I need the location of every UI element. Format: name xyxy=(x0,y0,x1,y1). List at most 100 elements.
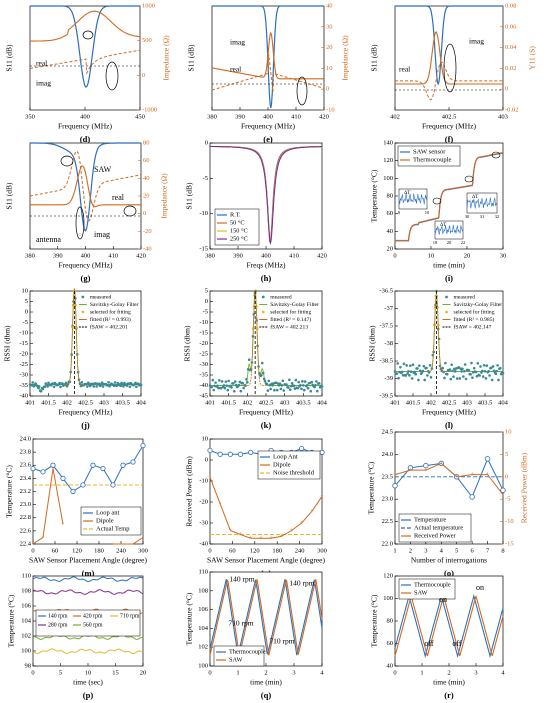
measured-point xyxy=(425,366,428,370)
y-right-tick-label: 80 xyxy=(143,139,150,146)
loop-ant-point xyxy=(50,462,56,468)
legend-text: Noise threshold xyxy=(273,469,315,476)
panel-q: 0 1 2 3 4 100 102 104 106 108 110 time (min) Tempera… xyxy=(185,568,325,699)
plot-area xyxy=(394,5,504,111)
x-tick-label: 403.5 xyxy=(296,399,311,406)
annotation: off xyxy=(452,639,462,648)
y-axis-label: RSSI (dbm) xyxy=(3,325,12,362)
power-point: + xyxy=(393,472,397,478)
y-right-tick-label: 40 xyxy=(326,2,333,9)
legend-text: fSAW = 402.147 xyxy=(454,323,492,330)
measured-point xyxy=(70,353,73,356)
thermocouple-line xyxy=(209,579,323,656)
legend-text: fSAW = 402.213 xyxy=(270,323,308,330)
measured-point xyxy=(47,381,50,385)
measured-point xyxy=(263,379,267,383)
y-right-axis-label: Impedance (Ω) xyxy=(341,35,350,81)
y-tick-label: 100 xyxy=(383,595,393,602)
measured-point xyxy=(481,375,485,378)
measured-point xyxy=(139,383,143,387)
x-tick-label: 403.5 xyxy=(115,399,130,406)
legend-box xyxy=(213,645,265,667)
x-tick-label: 390 xyxy=(233,252,243,259)
legend-marker xyxy=(81,295,85,299)
x-axis-label: time (sec) xyxy=(73,678,103,687)
y-tick-label: -35 xyxy=(19,382,28,389)
loop-ant-point xyxy=(80,482,86,488)
measured-point xyxy=(64,381,68,385)
measured-point xyxy=(210,385,214,389)
measured-point xyxy=(397,376,400,380)
power-point: + xyxy=(501,492,505,498)
measured-point xyxy=(401,373,405,377)
selected-point xyxy=(436,323,440,327)
loop-ant-point xyxy=(227,451,233,457)
y-tick-label: 100 xyxy=(198,662,208,669)
panel-label: (j) xyxy=(81,420,90,430)
measured-point xyxy=(404,374,408,377)
y-right-tick-label: 20 xyxy=(143,192,150,199)
annotation: imag xyxy=(36,79,51,88)
y-tick-label: -15 xyxy=(199,245,208,252)
y-right-tick-label: 500 xyxy=(142,37,152,44)
inset: ΔT 9 10 xyxy=(398,188,430,215)
legend-text: Savitzky-Golay Filter xyxy=(270,302,319,308)
y-right-tick-label: 30 xyxy=(326,23,333,30)
inset-tick-label: 22 xyxy=(461,240,466,245)
x-tick-label: 402 xyxy=(426,399,436,406)
measured-point xyxy=(212,388,216,392)
x-tick-label: 1 xyxy=(393,547,396,554)
y-right-tick-label: 5 xyxy=(505,451,508,458)
x-tick-label: 0 xyxy=(208,547,211,554)
legend-text: Loop Ant xyxy=(273,453,298,460)
y-tick-label: 106 xyxy=(198,606,209,613)
measured-point xyxy=(275,388,279,392)
series-line xyxy=(32,589,144,595)
loop-ant-point xyxy=(30,465,36,472)
y-tick-label: -25 xyxy=(19,361,28,368)
measured-point xyxy=(445,372,449,376)
ellipse-marker xyxy=(296,76,308,106)
x-tick-label: 400 xyxy=(263,113,273,120)
imag-line xyxy=(211,54,325,92)
series-line xyxy=(395,151,504,241)
fitted-line xyxy=(63,287,86,385)
measured-point xyxy=(494,372,498,376)
measured-point xyxy=(269,387,272,391)
measured-point xyxy=(239,389,243,393)
dipole-point: + xyxy=(41,535,45,541)
x-tick-label: 404 xyxy=(317,399,328,406)
measured-point xyxy=(266,389,270,392)
measured-point xyxy=(246,380,249,384)
y-axis-label: Received Power (dBm) xyxy=(185,456,194,527)
y-tick-label: 24.0 xyxy=(20,435,31,442)
y-tick-label: 108 xyxy=(198,587,208,594)
x-tick-label: 404 xyxy=(136,399,147,406)
y-axis-label: S11 (dB) xyxy=(187,44,196,72)
y-right-tick-label: -40 xyxy=(143,245,152,252)
legend-text: Dipole xyxy=(273,461,291,468)
measured-point xyxy=(216,384,219,388)
y-tick-label: 5 xyxy=(205,287,208,294)
y-tick-label: 110 xyxy=(198,568,208,575)
legend-marker xyxy=(445,310,448,314)
loop-ant-point xyxy=(60,475,66,481)
y-right-tick-label: 60 xyxy=(143,157,150,164)
loop-ant-point xyxy=(90,462,96,468)
measured-point xyxy=(285,383,288,386)
x-tick-label: 390 xyxy=(235,113,245,120)
legend-text: selected for fitting xyxy=(270,308,311,315)
measured-point xyxy=(400,370,404,374)
measured-point xyxy=(301,380,304,383)
legend-text: selected for fitting xyxy=(90,308,131,315)
ellipse-marker xyxy=(75,206,85,240)
measured-point xyxy=(300,387,303,391)
saw-line xyxy=(394,595,504,657)
measured-point xyxy=(411,363,415,367)
x-tick-label: 120 xyxy=(250,547,260,554)
measured-point xyxy=(395,372,399,376)
y-right-tick-label: -10 xyxy=(326,106,335,113)
annotation: imag xyxy=(230,38,245,47)
